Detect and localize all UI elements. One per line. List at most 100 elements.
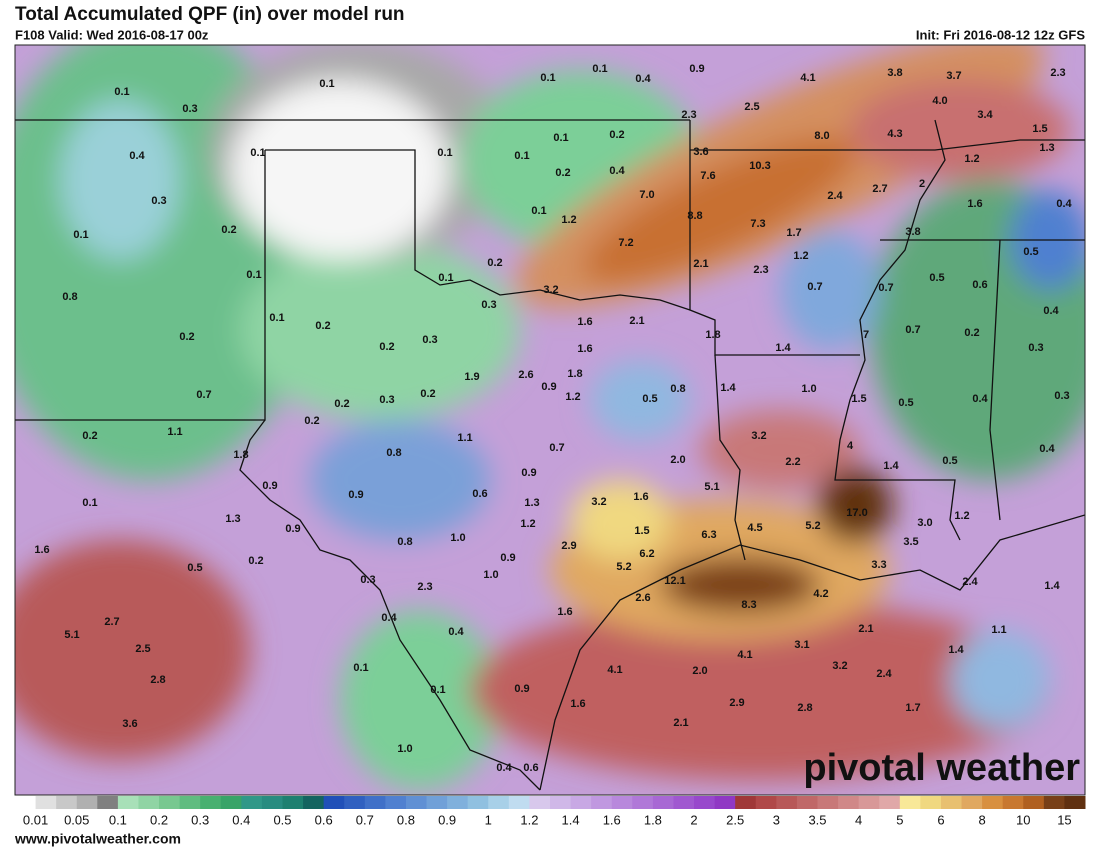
- colorbar-label: 0.3: [191, 812, 209, 827]
- precip-label: 0.2: [304, 415, 319, 427]
- precip-label: 2.6: [635, 592, 650, 604]
- colorbar-swatch: [632, 796, 654, 809]
- colorbar-swatch: [15, 796, 37, 809]
- precip-label: 1.6: [577, 316, 592, 328]
- precip-label: 4.0: [932, 95, 947, 107]
- precip-label: 4: [847, 440, 854, 452]
- precip-label: 1.3: [225, 513, 240, 525]
- precip-label: 0.1: [353, 662, 368, 674]
- precip-label: 2.1: [693, 258, 708, 270]
- colorbar-swatch: [652, 796, 674, 809]
- precip-label: 0.1: [430, 684, 445, 696]
- precip-label: 0.2: [82, 430, 97, 442]
- colorbar-swatch: [76, 796, 98, 809]
- map-labels: 0.1 0.1 0.1 0.4 0.9 4.1 3.8 3.7 2.3 0.1 0.3 2.3 2.5 4…: [34, 63, 1072, 774]
- colorbar-swatch: [591, 796, 613, 809]
- colorbar-label: 3: [773, 812, 780, 827]
- colorbar-label: 6: [937, 812, 944, 827]
- precip-label: 0.1: [592, 63, 607, 75]
- precip-label: 0.2: [315, 320, 330, 332]
- precip-label: 1.5: [634, 525, 649, 537]
- precip-label: 2.7: [104, 616, 119, 628]
- map-frame: [14, 44, 1086, 796]
- precip-label: 4.5: [747, 522, 762, 534]
- precip-label: 3.5: [903, 536, 918, 548]
- precip-label: 0.5: [187, 562, 202, 574]
- precip-label: 2.6: [518, 369, 533, 381]
- precip-label: 0.8: [62, 291, 77, 303]
- init-time: Init: Fri 2016-08-12 12z GFS: [916, 27, 1085, 42]
- colorbar-swatch: [117, 796, 139, 809]
- precip-label: 0.1: [437, 147, 452, 159]
- precip-label: 0.9: [541, 381, 556, 393]
- colorbar-swatch: [323, 796, 345, 809]
- precip-label: 7.2: [618, 237, 633, 249]
- precip-label: 5.2: [805, 520, 820, 532]
- precip-label: 0.6: [972, 279, 987, 291]
- precip-label: 0.9: [500, 552, 515, 564]
- precip-label: 0.1: [114, 86, 129, 98]
- precip-label: 0.8: [386, 447, 401, 459]
- precip-label: 0.3: [1028, 342, 1043, 354]
- precip-label: 0.3: [422, 334, 437, 346]
- precip-label: 2.8: [797, 702, 812, 714]
- colorbar-label: 0.2: [150, 812, 168, 827]
- precip-label: 1.9: [464, 371, 479, 383]
- precip-label: 0.3: [360, 574, 375, 586]
- precip-label: 0.5: [898, 397, 913, 409]
- precip-label: 3.2: [543, 284, 558, 296]
- colorbar-swatch: [673, 796, 695, 809]
- colorbar-label: 8: [978, 812, 985, 827]
- precip-label: 2.8: [150, 674, 165, 686]
- colorbar-label: 1.8: [644, 812, 662, 827]
- colorbar-swatch: [447, 796, 469, 809]
- colorbar-swatch: [982, 796, 1004, 809]
- precip-label: 2.4: [827, 190, 843, 202]
- precip-label: 7.3: [750, 218, 765, 230]
- precip-label: 0.2: [964, 327, 979, 339]
- colorbar-swatch: [35, 796, 57, 809]
- colorbar-swatch: [56, 796, 78, 809]
- precip-label: 1.0: [397, 743, 412, 755]
- precip-label: 1.4: [883, 460, 899, 472]
- colorbar-label: 0.1: [109, 812, 127, 827]
- precip-label: 1.1: [167, 426, 182, 438]
- colorbar-swatch: [858, 796, 880, 809]
- precip-label: 0.1: [438, 272, 453, 284]
- precip-label: 3.0: [917, 517, 932, 529]
- colorbar-swatch: [200, 796, 222, 809]
- precip-label: 1.6: [967, 198, 982, 210]
- colorbar-swatch: [220, 796, 242, 809]
- colorbar-swatch: [776, 796, 798, 809]
- colorbar-swatch: [899, 796, 921, 809]
- colorbar-label: 0.7: [356, 812, 374, 827]
- precip-label: 2.0: [692, 665, 707, 677]
- precip-label: 8.0: [814, 130, 829, 142]
- colorbar-swatch: [1043, 796, 1065, 809]
- precip-label: 0.2: [179, 331, 194, 343]
- precip-label: 4.1: [607, 664, 622, 676]
- precip-label: 0.5: [642, 393, 657, 405]
- precip-label: 4.1: [800, 72, 815, 84]
- colorbar-label: 5: [896, 812, 903, 827]
- precip-label: 0.4: [1056, 198, 1072, 210]
- precip-label: 1.4: [948, 644, 964, 656]
- precip-label: 3.8: [887, 67, 902, 79]
- colorbar-swatch: [817, 796, 839, 809]
- precip-label: 0.9: [521, 467, 536, 479]
- precip-label: 1.2: [964, 153, 979, 165]
- precip-label: 0.1: [540, 72, 555, 84]
- precip-label: 4.3: [887, 128, 902, 140]
- precip-label: 2.1: [673, 717, 688, 729]
- precip-label: 0.2: [487, 257, 502, 269]
- colorbar-swatch: [488, 796, 510, 809]
- precip-label: 3.1: [794, 639, 809, 651]
- precip-label: 0.6: [523, 762, 538, 774]
- precip-label: 2.5: [744, 101, 759, 113]
- valid-time: F108 Valid: Wed 2016-08-17 00z: [15, 27, 209, 42]
- precip-label: 1.6: [34, 544, 49, 556]
- precip-label: 0.6: [472, 488, 487, 500]
- precip-label: 4.2: [813, 588, 828, 600]
- precip-label: 7: [863, 329, 869, 341]
- colorbar: 0.01 0.05 0.1 0.2 0.3 0.4 0.5 0.6 0.7 0.8 0.9 1 1.2 1…: [15, 796, 1086, 827]
